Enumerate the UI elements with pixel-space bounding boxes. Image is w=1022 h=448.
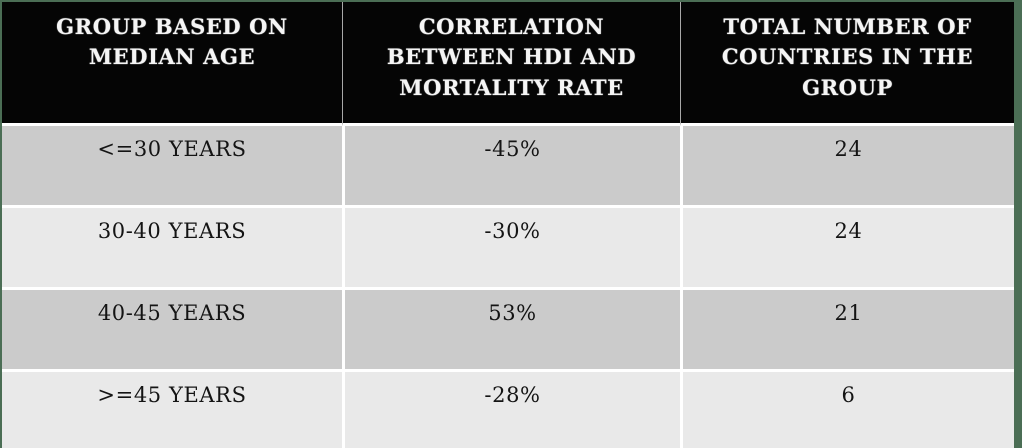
table-header-row: GROUP BASED ON MEDIAN AGE CORRELATION BE…	[2, 2, 1014, 127]
table-row: >=45 YEARS -28% 6	[2, 372, 1014, 448]
correlation-cell: 53%	[342, 290, 680, 373]
group-cell: >=45 YEARS	[2, 372, 342, 448]
countries-count-cell: 24	[680, 126, 1014, 209]
countries-count-cell: 24	[680, 208, 1014, 291]
table-row: 30-40 YEARS -30% 24	[2, 208, 1014, 291]
table-row: <=30 YEARS -45% 24	[2, 126, 1014, 209]
correlation-cell: -30%	[342, 208, 680, 291]
correlation-cell: -28%	[342, 372, 680, 448]
column-header-countries: TOTAL NUMBER OF COUNTRIES IN THE GROUP	[680, 2, 1014, 127]
column-header-group: GROUP BASED ON MEDIAN AGE	[2, 2, 342, 127]
group-cell: 40-45 YEARS	[2, 290, 342, 373]
countries-count-cell: 21	[680, 290, 1014, 373]
correlation-cell: -45%	[342, 126, 680, 209]
countries-count-cell: 6	[680, 372, 1014, 448]
column-header-correlation: CORRELATION BETWEEN HDI AND MORTALITY RA…	[342, 2, 680, 127]
table-row: 40-45 YEARS 53% 21	[2, 290, 1014, 373]
group-cell: 30-40 YEARS	[2, 208, 342, 291]
group-cell: <=30 YEARS	[2, 126, 342, 209]
